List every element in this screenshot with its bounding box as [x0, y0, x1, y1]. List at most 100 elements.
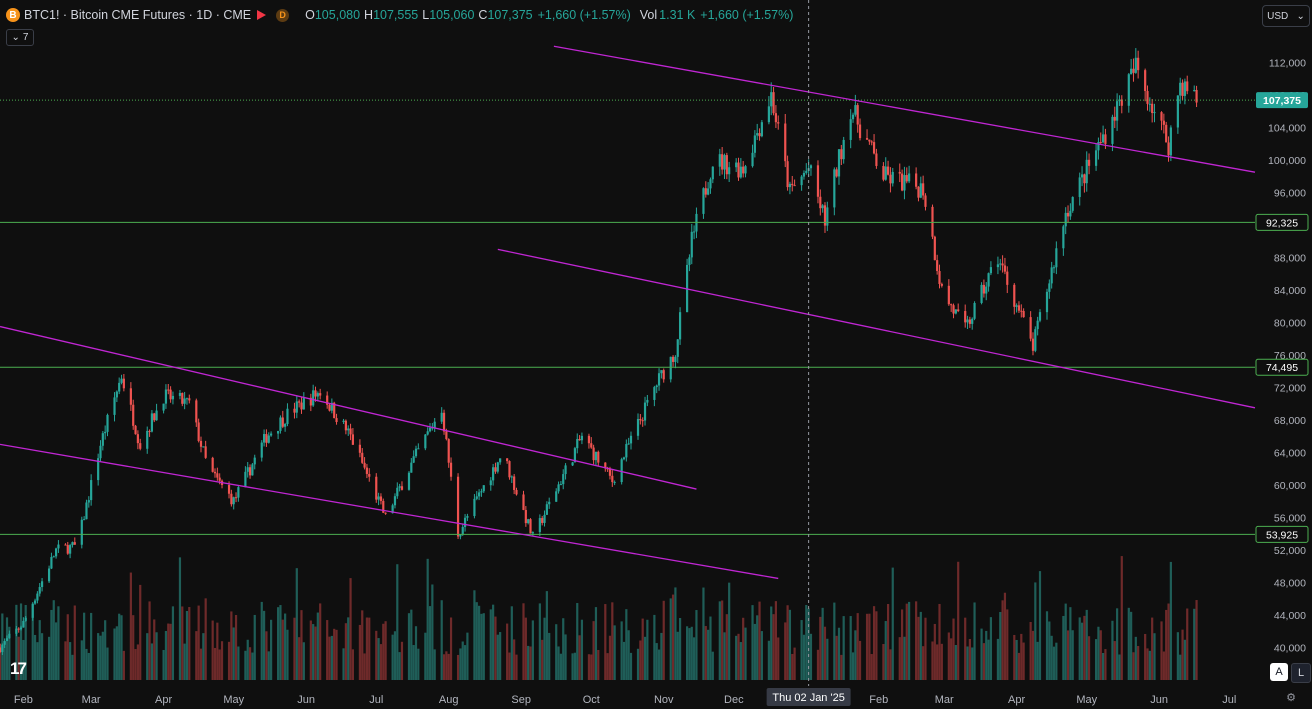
candle-body — [279, 417, 282, 431]
volume-bar — [590, 654, 593, 680]
volume-bar — [309, 620, 312, 680]
volume-bar — [73, 605, 76, 680]
log-scale-button[interactable]: L — [1291, 663, 1311, 683]
volume-bar — [3, 641, 6, 680]
volume-bar — [837, 627, 841, 680]
volume-bar — [802, 634, 806, 680]
volume-bar — [506, 623, 509, 680]
candle-body — [461, 526, 464, 535]
volume-bar — [915, 601, 918, 680]
candle-body — [475, 496, 478, 499]
volume-bar — [952, 618, 955, 680]
candle-body — [188, 398, 191, 401]
volume-bar — [407, 613, 411, 680]
candle-body — [538, 518, 541, 533]
flag-icon[interactable] — [257, 10, 267, 20]
candle-body — [1052, 267, 1056, 269]
candle-body — [643, 402, 647, 421]
y-axis-tick-label: 60,000 — [1274, 480, 1306, 492]
candle-body — [627, 443, 630, 445]
candle-body — [319, 393, 322, 396]
candle-body — [269, 433, 273, 436]
volume-bar — [410, 609, 413, 680]
candle-body — [1101, 134, 1105, 143]
volume-bar — [964, 617, 967, 680]
candle-body — [987, 273, 990, 287]
volume-bar — [417, 648, 420, 680]
candle-body — [1130, 68, 1133, 75]
candle-body — [284, 424, 287, 427]
volume-bar — [447, 653, 450, 680]
candle-body — [449, 462, 453, 477]
volume-bar — [786, 605, 789, 680]
candle-body — [347, 428, 350, 431]
candle-body — [260, 442, 263, 458]
trend-line[interactable] — [0, 325, 697, 490]
volume-bar — [823, 626, 827, 680]
volume-bar — [106, 647, 109, 680]
candle-body — [167, 389, 170, 391]
volume-bar — [19, 603, 23, 680]
auto-scale-button[interactable]: A — [1270, 663, 1288, 681]
candle-body — [492, 467, 495, 481]
candle-body — [1013, 284, 1016, 307]
candle-body — [793, 185, 796, 187]
volume-bar — [982, 643, 986, 680]
symbol-title[interactable]: BTC1! · Bitcoin CME Futures · 1D · CME — [24, 8, 252, 22]
volume-bar — [973, 602, 976, 680]
candle-body — [431, 427, 434, 429]
candle-body — [1048, 283, 1051, 292]
volume-bar — [725, 614, 728, 680]
candle-body — [365, 467, 369, 474]
candle-body — [33, 600, 37, 604]
volume-bar — [1104, 649, 1107, 680]
volume-bar — [234, 615, 238, 680]
bitcoin-icon: B — [6, 8, 20, 22]
volume-bar — [361, 610, 364, 680]
candle-body — [230, 493, 233, 505]
volume-bar — [604, 604, 607, 680]
volume-bar — [480, 613, 483, 680]
candle-body — [891, 171, 894, 184]
candle-body — [917, 186, 920, 198]
indicators-toggle[interactable]: ⌄ 7 — [6, 29, 34, 46]
candle-body — [36, 593, 39, 601]
candle-body — [1083, 174, 1086, 184]
dividend-badge-icon[interactable]: D — [276, 8, 290, 22]
candle-body — [246, 467, 249, 472]
volume-bar — [129, 572, 132, 680]
candle-body — [562, 474, 565, 485]
candle-body — [1055, 248, 1058, 268]
volume-bar — [660, 632, 663, 680]
trend-line[interactable] — [497, 248, 1256, 409]
candle-body — [1036, 320, 1039, 330]
currency-select[interactable]: USD ⌄ — [1262, 5, 1310, 27]
volume-bar — [382, 623, 385, 680]
candle-body — [952, 305, 955, 314]
candle-body — [1116, 101, 1119, 121]
close-value: 107,375 — [487, 8, 533, 22]
candle-body — [375, 476, 378, 500]
volume-bar — [1029, 622, 1032, 680]
volume-bar — [1148, 650, 1151, 680]
candle-body — [800, 176, 803, 186]
candle-body — [711, 166, 714, 180]
volume-bar — [510, 606, 513, 680]
candle-body — [1017, 305, 1021, 311]
trend-line[interactable] — [0, 443, 779, 580]
volume-bar — [8, 626, 11, 680]
candle-body — [456, 476, 460, 537]
y-axis-tick-label: 112,000 — [1269, 58, 1306, 70]
candle-body — [671, 356, 675, 362]
candle-body — [134, 425, 137, 435]
candle-body — [349, 428, 352, 435]
volume-bar — [477, 605, 481, 680]
volume-bar — [293, 617, 296, 680]
volume-bar — [22, 639, 25, 680]
settings-gear-icon[interactable]: ⚙ — [1286, 691, 1296, 704]
candle-body — [777, 122, 780, 124]
candle-body — [882, 165, 885, 180]
trend-line[interactable] — [553, 45, 1256, 173]
last-price-tag — [1256, 92, 1308, 109]
